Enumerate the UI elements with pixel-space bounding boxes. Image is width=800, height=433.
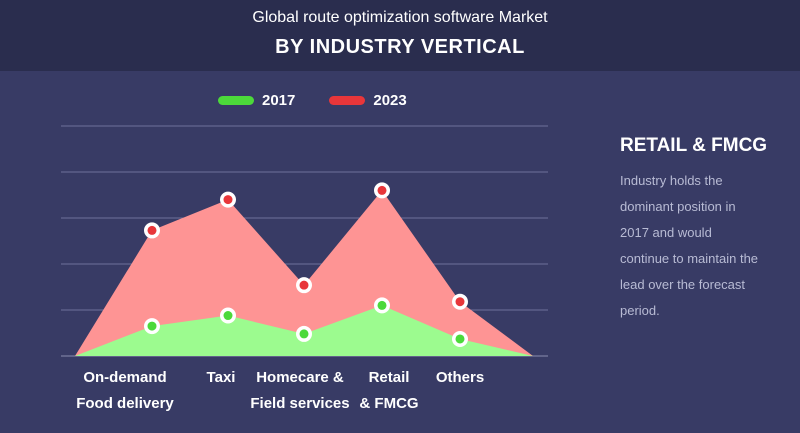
area-2023 (75, 190, 533, 356)
x-tick-label: & FMCG (359, 395, 418, 412)
side-panel-title: RETAIL & FMCG (620, 135, 768, 156)
chart-title: BY INDUSTRY VERTICAL (275, 36, 525, 58)
side-panel-text: Industry holds the dominant position in … (620, 173, 759, 318)
chart-subtitle: Global route optimization software Marke… (252, 9, 548, 26)
point-2023 (455, 297, 465, 307)
legend-item-2023: 2023 (329, 92, 407, 109)
header: Global route optimization software Marke… (0, 0, 800, 71)
point-2017 (147, 321, 157, 331)
area-2017 (75, 305, 533, 356)
point-2023 (147, 225, 157, 235)
legend-item-2017: 2017 (218, 92, 295, 109)
point-2023 (377, 185, 387, 195)
point-2017 (299, 329, 309, 339)
legend-label-2017: 2017 (262, 92, 296, 109)
x-tick-label: Others (436, 369, 484, 386)
point-2023 (223, 195, 233, 205)
legend-label-2023: 2023 (373, 92, 407, 109)
point-2017 (455, 334, 465, 344)
legend-swatch-2017 (218, 96, 254, 105)
x-tick-label: Food delivery (76, 395, 174, 412)
x-tick-label: On-demand (83, 369, 166, 386)
point-2017 (377, 300, 387, 310)
legend: 2017 2023 (218, 92, 441, 109)
legend-swatch-2023 (329, 96, 366, 105)
point-2017 (223, 311, 233, 321)
x-tick-label: Field services (250, 395, 349, 412)
x-tick-label: Taxi (207, 369, 236, 386)
x-tick-label: Homecare & (256, 369, 344, 386)
x-tick-label: Retail (369, 369, 410, 386)
point-2023 (299, 280, 309, 290)
